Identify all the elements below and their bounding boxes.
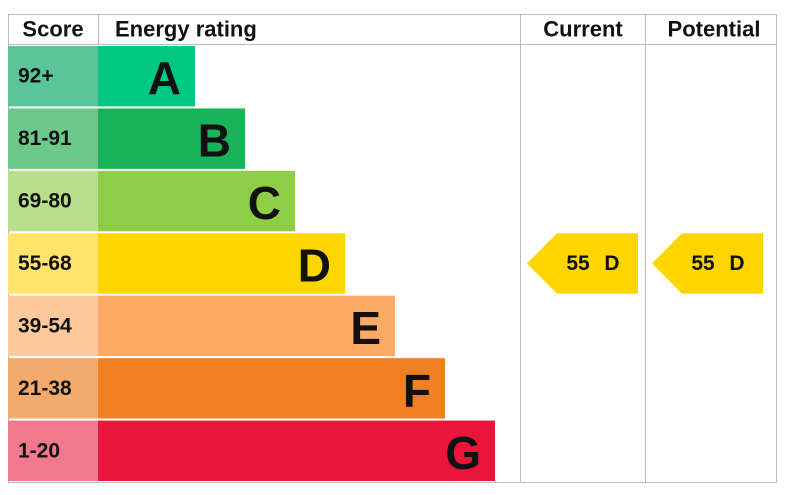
score-cell bbox=[8, 233, 98, 294]
potential-arrow bbox=[652, 233, 763, 294]
rating-bar bbox=[98, 108, 245, 169]
score-cell bbox=[8, 170, 98, 232]
rating-bar bbox=[98, 295, 395, 357]
score-range: 21-38 bbox=[18, 377, 72, 400]
score-cell bbox=[8, 295, 98, 357]
header-current: Current bbox=[543, 17, 623, 42]
rating-letter: E bbox=[350, 302, 381, 354]
rating-letter: C bbox=[248, 177, 281, 229]
score-range: 55-68 bbox=[18, 252, 72, 275]
header-potential: Potential bbox=[668, 17, 761, 42]
header-score: Score bbox=[22, 17, 83, 42]
score-range: 69-80 bbox=[18, 190, 72, 213]
rating-bar bbox=[98, 170, 295, 232]
rating-letter: F bbox=[403, 364, 431, 416]
current-rating: D bbox=[604, 252, 619, 275]
rating-bar bbox=[98, 46, 195, 107]
score-range: 92+ bbox=[18, 65, 54, 88]
header-rating: Energy rating bbox=[115, 17, 257, 42]
rating-letter: B bbox=[198, 115, 231, 167]
rating-letter: D bbox=[298, 240, 331, 292]
score-cell bbox=[8, 46, 98, 107]
current-arrow bbox=[527, 233, 638, 294]
score-cell bbox=[8, 108, 98, 169]
score-range: 81-91 bbox=[18, 127, 72, 150]
potential-score: 55 bbox=[691, 252, 715, 275]
score-cell bbox=[8, 358, 98, 419]
score-range: 39-54 bbox=[18, 314, 72, 337]
potential-rating: D bbox=[729, 252, 744, 275]
rating-bar bbox=[98, 358, 445, 419]
rating-bar bbox=[98, 420, 495, 481]
rating-letter: G bbox=[445, 427, 481, 479]
rating-bar bbox=[98, 233, 345, 294]
rating-letter: A bbox=[148, 52, 181, 104]
score-cell bbox=[8, 420, 98, 481]
score-range: 1-20 bbox=[18, 439, 60, 462]
current-score: 55 bbox=[566, 252, 590, 275]
